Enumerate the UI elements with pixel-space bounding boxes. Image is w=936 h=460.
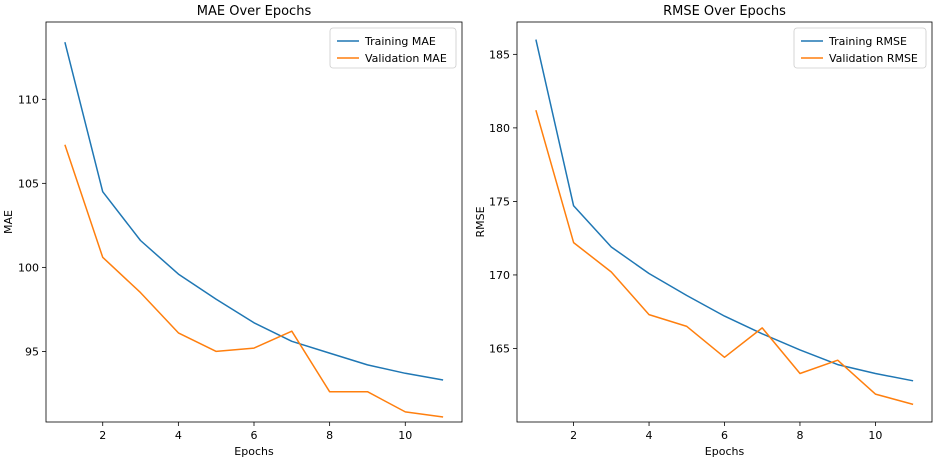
x-tick-label: 4: [646, 429, 653, 442]
series-1: [535, 39, 914, 382]
chart-title: RMSE Over Epochs: [663, 4, 786, 19]
subplot-2: 2 4 6 8 10 165 170 175 180 185 RMSE Over Epochs Epo…: [474, 4, 933, 458]
y-tick-label: 180: [489, 122, 510, 135]
legend-box: [329, 27, 457, 69]
y-tick-label: 110: [18, 93, 39, 106]
legend-label: Training MAE: [364, 35, 436, 48]
x-tick-label: 6: [721, 429, 728, 442]
subplot-1: 2 4 6 8 10 95 100 105 110 MAE Over Epochs Epochs MA…: [2, 4, 463, 458]
y-axis-label: RMSE: [474, 206, 487, 237]
x-tick-label: 2: [570, 429, 577, 442]
y-tick-label: 105: [18, 177, 39, 190]
x-axis-label: Epochs: [234, 445, 274, 458]
x-tick-label: 2: [99, 429, 106, 442]
x-tick-label: 4: [175, 429, 182, 442]
legend-box: [793, 27, 927, 69]
subplots: 2 4 6 8 10 95 100 105 110 MAE Over Epochs Epochs MA…: [2, 4, 933, 458]
series-1: [64, 42, 444, 381]
x-axis-label: Epochs: [705, 445, 745, 458]
y-tick-label: 95: [25, 345, 39, 358]
x-tick-label: 10: [398, 429, 412, 442]
x-tick-label: 10: [868, 429, 882, 442]
legend: Training MAE Validation MAE: [329, 27, 457, 69]
y-tick-label: 170: [489, 269, 510, 282]
legend: Training RMSE Validation RMSE: [793, 27, 927, 69]
series-2: [535, 109, 914, 406]
x-tick-label: 8: [796, 429, 803, 442]
series-2: [64, 144, 444, 418]
y-tick-label: 100: [18, 261, 39, 274]
x-tick-label: 8: [326, 429, 333, 442]
chart-title: MAE Over Epochs: [197, 4, 312, 19]
y-tick-label: 175: [489, 195, 510, 208]
x-tick-label: 6: [251, 429, 258, 442]
y-axis-label: MAE: [2, 210, 15, 234]
legend-label: Training RMSE: [828, 35, 907, 48]
y-tick-label: 185: [489, 48, 510, 61]
legend-label: Validation MAE: [365, 52, 447, 65]
y-tick-label: 165: [489, 342, 510, 355]
legend-label: Validation RMSE: [829, 52, 918, 65]
